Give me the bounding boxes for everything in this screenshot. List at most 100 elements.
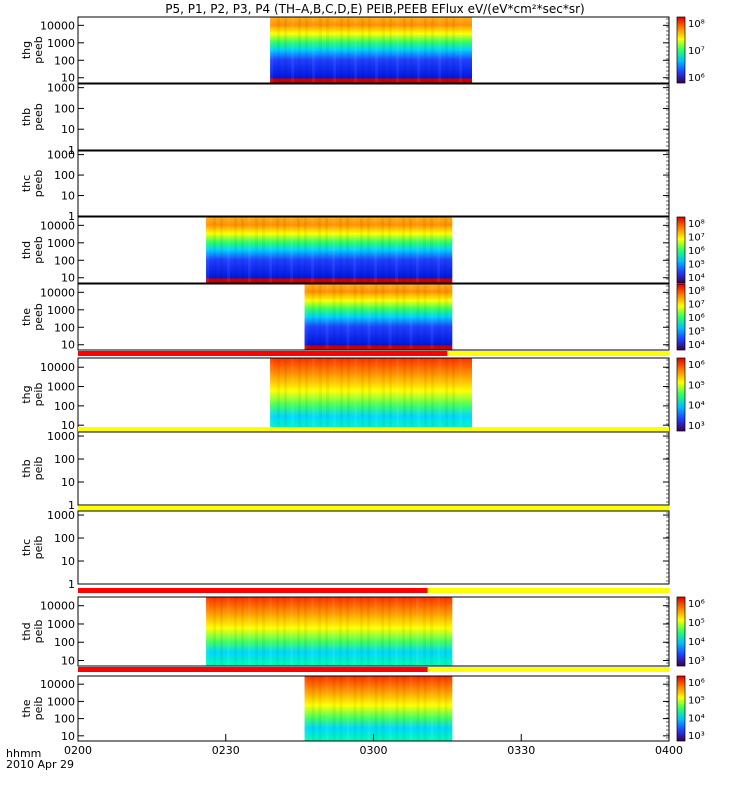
time-axis-date-label: 2010 Apr 29	[6, 758, 74, 771]
spectrogram-block	[270, 17, 472, 83]
spectrogram-stripe	[416, 676, 420, 741]
colorbar	[676, 596, 686, 667]
spectrogram-stripe	[353, 676, 357, 741]
spectrogram-stripe	[339, 676, 343, 741]
spectrogram-stripe	[431, 17, 435, 83]
spectrogram-stripe	[312, 358, 316, 431]
spectrogram-stripe	[346, 676, 350, 741]
y-tick-label: 100	[54, 54, 75, 67]
spectrogram-stripe	[255, 217, 259, 283]
spectrogram-stripe	[283, 597, 287, 666]
y-tick-label: 10000	[40, 286, 75, 299]
panel-product-label: peeb	[32, 36, 45, 64]
y-tick-label: 10	[61, 655, 75, 668]
x-tick-label: 0400	[655, 744, 683, 757]
spectrogram-stripe	[325, 217, 329, 283]
spectrogram-stripe	[360, 597, 364, 666]
spectrogram-stripe	[298, 358, 302, 431]
spectrogram-stripe	[396, 358, 400, 431]
spectrogram-stripe	[241, 217, 245, 283]
y-tick-label: 10	[61, 272, 75, 285]
spectrogram-stripe	[437, 217, 441, 283]
spectrogram-stripe	[346, 284, 350, 350]
y-tick-label: 10000	[40, 678, 75, 691]
spectrogram-stripe	[437, 597, 441, 666]
y-tick-label: 10	[61, 419, 75, 432]
colorbar-tick-label: 10⁶	[688, 313, 705, 324]
spectrogram-stripe	[459, 17, 463, 83]
spectrogram-block	[270, 358, 472, 431]
panel-probe-label: thg	[20, 41, 33, 59]
spectrogram-stripe	[452, 358, 456, 431]
colorbar	[676, 675, 686, 742]
spectrogram-stripe	[332, 597, 336, 666]
panel-frame	[77, 16, 670, 84]
panel-thd-peeb: 10 100 1000 10000 thd peeb 10⁴ 10⁵ 10⁶ 10⁷ 10⁸	[20, 216, 705, 285]
spectrogram-stripe	[437, 676, 441, 741]
spectrogram-stripe	[304, 217, 308, 283]
spectrogram-stripe	[360, 676, 364, 741]
y-tick-label: 10	[61, 730, 75, 743]
spectrogram-stripe	[284, 358, 288, 431]
spectrogram-stripe	[227, 597, 231, 666]
spectrogram-stripe	[213, 597, 217, 666]
spectrogram-stripe	[332, 284, 336, 350]
panel-stack: 10 100 1000 10000 thg peeb 10⁶ 10⁷ 10⁸ 1 10 100 1000…	[20, 16, 705, 743]
panel-probe-label: thb	[20, 108, 33, 126]
colorbar-tick-label: 10⁵	[688, 380, 705, 391]
panel-frame	[77, 283, 670, 351]
spectrogram-stripe	[290, 597, 294, 666]
y-tick-label: 100	[54, 453, 75, 466]
spectrogram-stripe	[347, 358, 351, 431]
spectrogram-stripe	[311, 676, 315, 741]
spectrogram-stripe	[318, 676, 322, 741]
spectrogram-stripe	[395, 217, 399, 283]
panel-frame	[77, 431, 670, 506]
spectrogram-stripe	[354, 17, 358, 83]
spectrogram-stripe	[305, 17, 309, 83]
spectrogram-stripe	[375, 17, 379, 83]
spectrogram-stripe	[333, 358, 337, 431]
spectrogram-stripe	[430, 217, 434, 283]
spectrogram-stripe	[255, 597, 259, 666]
spectrogram-stripe	[374, 284, 378, 350]
panel-thd-peib: 10 100 1000 10000 thd peib 10³ 10⁴ 10⁵ 10⁶	[20, 596, 705, 672]
spectrogram-stripe	[416, 284, 420, 350]
x-tick-label: 0200	[64, 744, 92, 757]
y-tick-label: 1000	[47, 149, 75, 162]
spectrogram-stripe	[395, 676, 399, 741]
colorbar-tick-label: 10⁷	[688, 46, 705, 57]
panel-frame	[77, 216, 670, 284]
panel-probe-label: thd	[20, 622, 33, 640]
spectrogram-stripe	[389, 17, 393, 83]
mode-bar-red	[78, 667, 428, 672]
panel-probe-label: thc	[20, 175, 33, 192]
colorbar-tick-label: 10⁸	[688, 19, 705, 30]
spectrogram-stripe	[311, 597, 315, 666]
spectrogram-stripe	[430, 676, 434, 741]
figure-title: P5, P1, P2, P3, P4 (TH–A,B,C,D,E) PEIB,P…	[165, 2, 584, 16]
colorbar-tick-label: 10⁴	[688, 273, 705, 284]
spectrogram-stripe	[417, 358, 421, 431]
spectrogram-stripe	[402, 676, 406, 741]
colorbar-tick-label: 10⁵	[688, 327, 705, 338]
y-tick-label: 1000	[47, 695, 75, 708]
colorbar-tick-label: 10⁴	[688, 637, 705, 648]
colorbar-tick-label: 10⁸	[688, 219, 705, 230]
spectrogram-stripe	[445, 358, 449, 431]
spectrogram-stripe	[416, 217, 420, 283]
spectrogram-stripe	[277, 358, 281, 431]
y-tick-label: 1	[68, 210, 75, 223]
y-tick-label: 10000	[40, 19, 75, 32]
spectrogram-block	[304, 284, 453, 350]
spectrogram-stripe	[423, 676, 427, 741]
y-tick-label: 1000	[47, 381, 75, 394]
spectrogram-stripe	[333, 17, 337, 83]
spectrogram-stripe	[346, 597, 350, 666]
y-tick-label: 100	[54, 532, 75, 545]
spectrogram-stripe	[206, 597, 210, 666]
spectrogram-stripe	[409, 676, 413, 741]
spectrogram-stripe	[332, 676, 336, 741]
spectrogram-stripe	[438, 358, 442, 431]
spectrogram-stripe	[241, 597, 245, 666]
